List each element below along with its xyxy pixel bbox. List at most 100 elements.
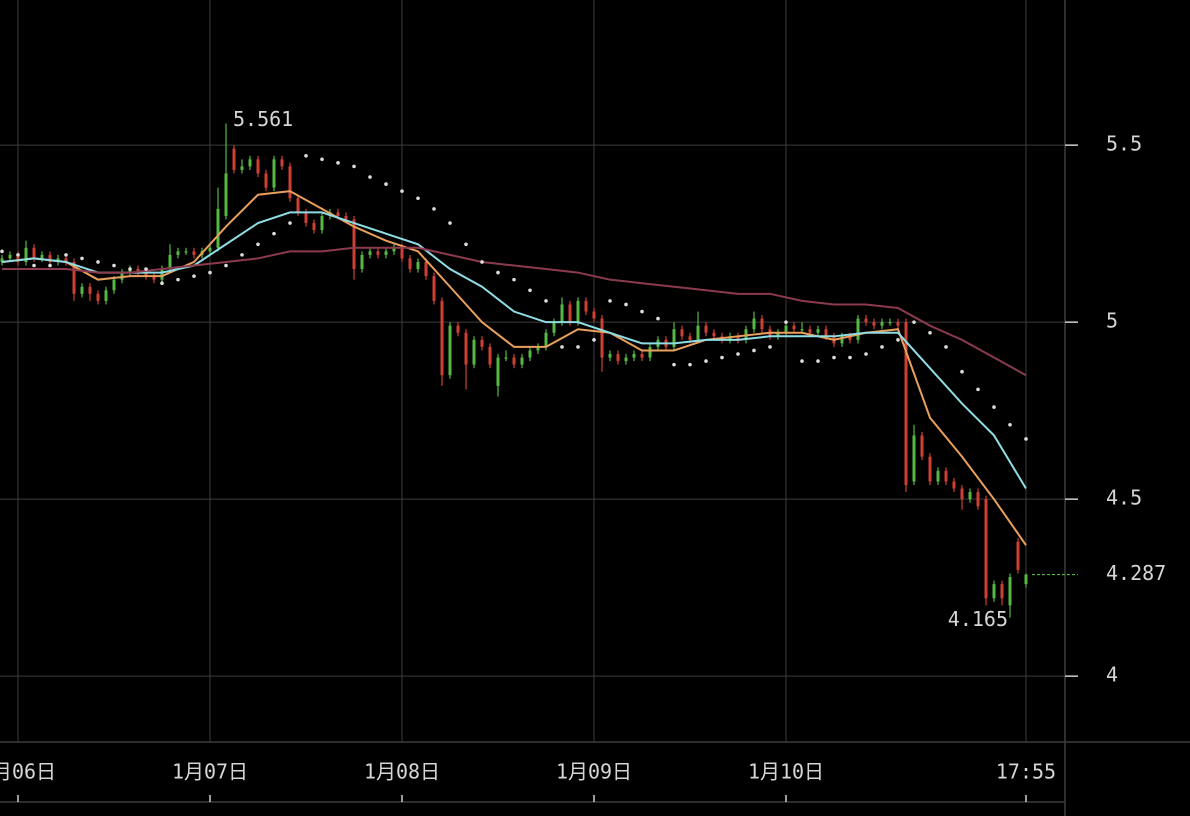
candle-body xyxy=(184,251,188,253)
candle-body xyxy=(696,325,700,340)
sar-dot xyxy=(400,189,404,193)
candle-body xyxy=(616,354,620,362)
sar-dot xyxy=(32,263,36,268)
sar-dot xyxy=(128,267,132,271)
candle-body xyxy=(392,247,396,252)
sar-dot xyxy=(608,299,612,303)
candle-body xyxy=(848,336,852,340)
candle-body xyxy=(960,488,964,500)
sar-dot xyxy=(816,359,820,363)
sar-dot xyxy=(288,221,292,225)
moving-average-line xyxy=(1,211,1027,490)
sar-dot xyxy=(336,161,340,165)
x-tick-label: 1月08日 xyxy=(364,760,440,784)
candle-body xyxy=(784,325,788,333)
candle-body xyxy=(432,276,436,301)
candle-body xyxy=(472,339,476,365)
candle-body xyxy=(1016,541,1020,570)
candle-body xyxy=(576,300,580,323)
candle-body xyxy=(520,357,524,365)
candle-body xyxy=(208,247,212,252)
candle-body xyxy=(688,336,692,340)
candle-body xyxy=(896,322,900,326)
candle-body xyxy=(872,322,876,326)
sar-dot xyxy=(144,267,148,271)
y-tick-label: 5.5 xyxy=(1106,132,1142,156)
candle-body xyxy=(944,470,948,482)
sar-dot xyxy=(656,316,660,321)
candle-body xyxy=(240,166,244,170)
candle-body xyxy=(952,481,956,489)
candle-body xyxy=(80,286,84,294)
candle-body xyxy=(936,470,940,482)
candle-body xyxy=(712,332,716,337)
candle-body xyxy=(480,339,484,347)
last-price-label: 4.287 xyxy=(1106,561,1166,585)
sar-dot xyxy=(176,277,180,282)
sar-dot xyxy=(368,175,372,179)
sar-dot xyxy=(560,345,564,349)
candle-body xyxy=(8,254,12,259)
sar-dot xyxy=(752,348,756,353)
candle-body xyxy=(288,166,292,199)
candle-body xyxy=(736,336,740,340)
candle-body xyxy=(920,435,924,457)
candle-body xyxy=(272,159,276,188)
candle-body xyxy=(0,258,4,262)
sar-dot xyxy=(544,299,548,303)
candle-body xyxy=(448,325,452,376)
candle-body xyxy=(528,350,532,358)
sar-dot xyxy=(352,164,356,169)
candle-body xyxy=(888,322,892,324)
sar-dot xyxy=(448,221,452,225)
sar-dot xyxy=(864,352,868,356)
candle-body xyxy=(384,251,388,255)
moving-average-line xyxy=(1,190,1027,546)
candle-body xyxy=(152,276,156,280)
candle-body xyxy=(536,346,540,351)
sar-dot xyxy=(720,355,724,360)
sar-dot xyxy=(0,249,4,254)
y-tick-label: 4.5 xyxy=(1106,486,1142,510)
candle-body xyxy=(264,173,268,188)
sar-dot xyxy=(480,260,484,264)
sar-dot xyxy=(256,242,260,247)
candle-body xyxy=(256,159,260,174)
candle-body xyxy=(440,300,444,376)
sar-dot xyxy=(896,338,900,342)
y-tick-label: 5 xyxy=(1106,309,1118,333)
sar-dot xyxy=(384,182,388,186)
candle-body xyxy=(352,219,356,270)
sar-dot xyxy=(704,359,708,363)
sar-dot xyxy=(416,196,420,201)
candle-body xyxy=(1000,584,1004,599)
sar-dot xyxy=(880,345,884,349)
sar-dot xyxy=(832,355,836,360)
candle-body xyxy=(32,247,36,259)
price-annotation: 5.561 xyxy=(233,107,293,131)
candle-body xyxy=(96,293,100,301)
candle-body xyxy=(600,318,604,358)
sar-dot xyxy=(640,309,644,314)
candle-body xyxy=(816,329,820,333)
candle-body xyxy=(16,254,20,262)
candle-body xyxy=(64,258,68,262)
sar-dot xyxy=(16,253,20,257)
candle-body xyxy=(992,584,996,599)
candle-body xyxy=(752,318,756,330)
sar-dot xyxy=(64,253,68,257)
candle-body xyxy=(880,322,884,326)
candle-body xyxy=(464,332,468,365)
candle-body xyxy=(24,247,28,262)
candle-body xyxy=(560,304,564,323)
candle-body xyxy=(976,492,980,507)
candle-body xyxy=(224,173,228,216)
candle-body xyxy=(408,258,412,270)
candle-body xyxy=(704,325,708,333)
candle-body xyxy=(176,251,180,255)
sar-dot xyxy=(976,387,980,392)
sar-dot xyxy=(992,405,996,409)
candle-body xyxy=(544,332,548,347)
candle-body xyxy=(416,261,420,270)
sar-dot xyxy=(272,231,276,236)
